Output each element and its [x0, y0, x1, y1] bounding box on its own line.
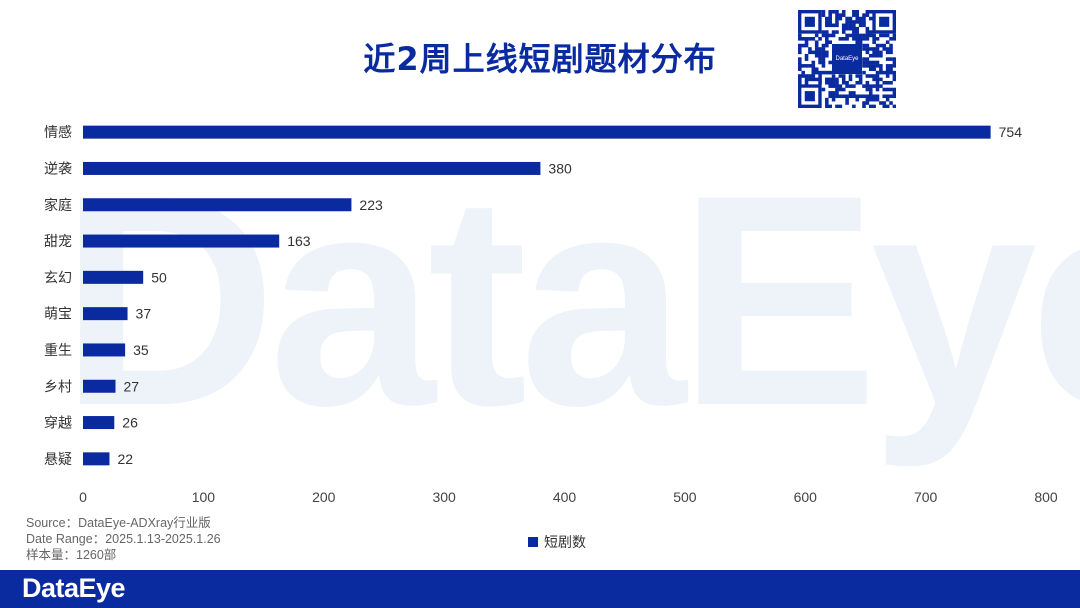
footnote-date-range: Date Range：2025.1.13-2025.1.26 — [26, 532, 221, 546]
bar — [83, 379, 116, 393]
qr-logo: DataEye — [832, 44, 862, 74]
bar — [83, 452, 110, 466]
data-label: 50 — [151, 269, 167, 285]
data-label: 380 — [548, 160, 572, 176]
data-label: 223 — [359, 197, 383, 213]
legend-label: 短剧数 — [544, 535, 586, 551]
x-tick-label: 600 — [794, 489, 818, 505]
x-tick-label: 300 — [432, 489, 456, 505]
category-label: 穿越 — [44, 416, 72, 432]
x-tick-label: 800 — [1034, 489, 1058, 505]
category-label: 情感 — [44, 124, 72, 141]
category-label: 甜宠 — [44, 234, 72, 250]
bar — [83, 161, 541, 175]
category-label: 重生 — [44, 343, 72, 359]
chart-legend: 短剧数 — [528, 532, 586, 552]
bar — [83, 343, 126, 357]
bar — [83, 198, 352, 212]
category-label: 家庭 — [44, 197, 72, 214]
x-tick-label: 400 — [553, 489, 577, 505]
footer-bar: DataEye — [0, 570, 1080, 608]
data-label: 22 — [117, 451, 133, 467]
bar — [83, 234, 280, 248]
data-label: 35 — [133, 342, 149, 358]
x-tick-label: 0 — [79, 489, 87, 505]
category-label: 萌宝 — [44, 307, 72, 323]
x-tick-label: 700 — [914, 489, 938, 505]
data-label: 37 — [136, 306, 152, 322]
category-label: 玄幻 — [44, 269, 72, 286]
data-label: 163 — [287, 233, 311, 249]
x-tick-label: 200 — [312, 489, 336, 505]
qr-code-pattern — [798, 10, 896, 108]
qr-code[interactable]: DataEye — [798, 10, 896, 108]
chart-title: 近2周上线短剧题材分布 — [363, 40, 717, 78]
x-tick-label: 100 — [192, 489, 216, 505]
legend-swatch — [528, 537, 538, 547]
x-tick-label: 500 — [673, 489, 697, 505]
data-label: 27 — [124, 378, 140, 394]
data-label: 26 — [122, 415, 138, 431]
bar — [83, 416, 115, 430]
category-label: 逆袭 — [44, 161, 72, 177]
category-label: 悬疑 — [44, 452, 72, 468]
bar — [83, 270, 144, 284]
bar — [83, 307, 128, 321]
category-label: 乡村 — [44, 379, 72, 395]
footnote-sample-size: 样本量：1260部 — [26, 548, 117, 562]
bar — [83, 125, 991, 139]
footer-brand-logo: DataEye — [22, 573, 126, 603]
footnote: Source：DataEye-ADXray行业版 Date Range：2025… — [26, 515, 221, 563]
footnote-source: Source：DataEye-ADXray行业版 — [26, 516, 211, 530]
data-label: 754 — [999, 124, 1023, 140]
